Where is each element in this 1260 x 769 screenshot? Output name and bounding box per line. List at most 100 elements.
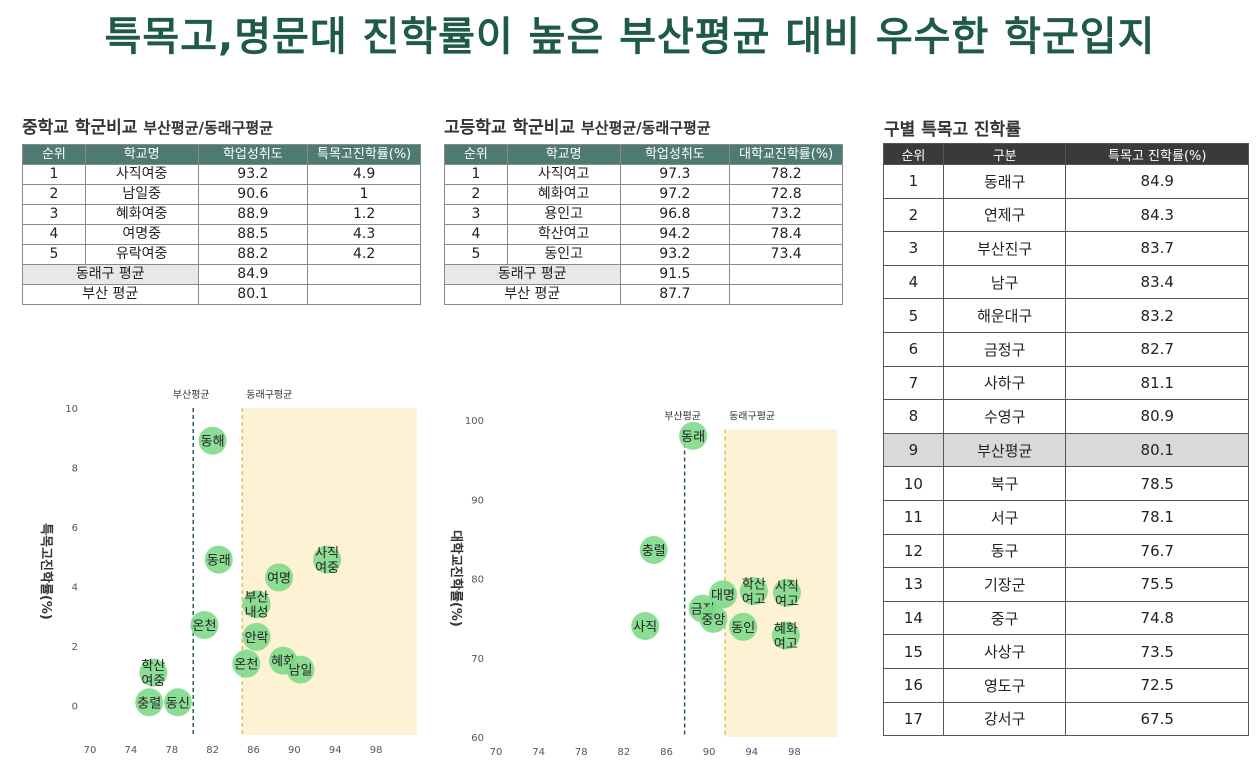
table-cell: 1 xyxy=(883,164,944,199)
table-cell: 3 xyxy=(444,204,508,225)
data-point-label: 대명 xyxy=(711,588,735,603)
table-cell: 동인고 xyxy=(506,244,621,265)
y-tick-label: 10 xyxy=(65,404,78,415)
data-point-label: 학산 xyxy=(141,659,165,674)
x-tick-label: 82 xyxy=(206,745,219,756)
table-cell: 용인고 xyxy=(506,204,621,225)
average-score: 80.1 xyxy=(197,284,309,305)
table-cell: 2 xyxy=(22,184,86,205)
data-point: 동인 xyxy=(729,612,758,641)
x-tick-label: 78 xyxy=(165,745,178,756)
table-cell: 사직여고 xyxy=(506,164,621,185)
data-point: 동래 xyxy=(679,421,708,450)
column-header: 학업성취도 xyxy=(197,144,309,165)
table-row: 3 부산진구 83.7 xyxy=(883,231,1249,266)
y-tick-label: 0 xyxy=(72,701,78,712)
data-point-marker xyxy=(198,426,227,455)
data-point: 사직여중 xyxy=(313,545,342,576)
table-cell: 76.7 xyxy=(1065,533,1249,569)
data-point-marker xyxy=(679,421,708,450)
table-cell: 7 xyxy=(883,365,944,401)
high-school-heading: 고등학교 학군비교 부산평균/동래구평균 xyxy=(444,113,711,138)
table-cell: 동래구 xyxy=(942,164,1067,199)
average-score: 91.5 xyxy=(619,264,731,285)
data-point: 충렬 xyxy=(639,535,668,564)
data-point-label: 충렬 xyxy=(137,696,161,711)
data-point-label: 사직 xyxy=(775,579,799,594)
average-row: 부산 평균 80.1 xyxy=(22,284,421,305)
reference-line-label: 동래구평균 xyxy=(246,389,292,401)
data-point-label: 동신 xyxy=(166,696,190,711)
data-point-label: 동해 xyxy=(201,435,225,450)
table-cell: 중구 xyxy=(942,600,1067,636)
district-heading: 구별 특목고 진학률 xyxy=(884,120,1021,140)
table-cell: 부산평균 xyxy=(942,432,1067,468)
empty-cell xyxy=(729,284,843,305)
data-point-marker xyxy=(639,535,668,564)
table-cell: 1 xyxy=(444,164,508,185)
table-cell: 80.9 xyxy=(1065,399,1249,434)
table-cell: 88.2 xyxy=(197,244,309,265)
table-cell: 15 xyxy=(883,634,944,669)
table-cell: 84.9 xyxy=(1065,164,1249,199)
x-tick-label: 94 xyxy=(329,745,342,756)
data-point-label: 여중 xyxy=(141,674,165,689)
table-cell: 9 xyxy=(883,432,944,468)
data-point-label: 동래 xyxy=(681,430,705,445)
data-point-label: 사직 xyxy=(633,620,657,635)
column-header: 특목고 진학률(%) xyxy=(1065,143,1249,165)
table-cell: 사직여중 xyxy=(84,164,199,185)
table-cell: 4.2 xyxy=(307,244,421,265)
data-point-label: 여고 xyxy=(742,593,766,608)
x-tick-label: 82 xyxy=(618,747,631,758)
table-row: 5 유락여중 88.2 4.2 xyxy=(22,244,421,265)
empty-cell xyxy=(307,284,421,305)
x-tick-label: 70 xyxy=(490,747,503,758)
data-point: 온천 xyxy=(232,649,261,678)
empty-cell xyxy=(307,264,421,285)
y-tick-label: 60 xyxy=(471,733,484,744)
average-label: 동래구 평균 xyxy=(444,264,621,285)
table-cell: 북구 xyxy=(942,466,1067,501)
data-point-label: 부산 xyxy=(245,591,269,606)
table-row: 6 금정구 82.7 xyxy=(883,331,1249,367)
table-row: 5 해운대구 83.2 xyxy=(883,298,1249,333)
data-point-marker xyxy=(242,622,271,651)
y-axis-label: 특목고진학률(%) xyxy=(38,523,54,620)
data-point-marker xyxy=(729,612,758,641)
table-cell: 연제구 xyxy=(942,197,1067,233)
data-point-label: 안락 xyxy=(245,631,269,646)
data-point: 혜화여고 xyxy=(771,621,800,652)
x-tick-label: 98 xyxy=(370,745,383,756)
data-point-label: 내성 xyxy=(245,606,269,621)
district-table: 순위 구분 특목고 진학률(%) 1 동래구 84.9 2 연제구 84.3 3 부산진구 83… xyxy=(883,143,1249,737)
data-point: 온천 xyxy=(190,611,219,640)
table-cell: 16 xyxy=(883,667,944,703)
empty-cell xyxy=(729,264,843,285)
table-cell: 부산진구 xyxy=(942,231,1067,266)
data-point: 학산여고 xyxy=(739,577,768,608)
table-cell: 2 xyxy=(444,184,508,205)
table-row: 4 여명중 88.5 4.3 xyxy=(22,224,421,245)
table-cell: 8 xyxy=(883,399,944,434)
high-school-scatter-chart: 70 74 78 82 86 90 94 98 60 70 80 90 100 대학교진학률(%) 부산평균… xyxy=(448,411,837,758)
data-point-marker xyxy=(771,621,800,650)
average-label: 부산 평균 xyxy=(444,284,621,305)
data-point-label: 충렬 xyxy=(642,544,666,559)
data-point-label: 혜화 xyxy=(774,622,798,637)
table-cell: 73.4 xyxy=(729,244,843,265)
y-tick-label: 100 xyxy=(465,416,484,427)
data-point-label: 여명 xyxy=(267,571,291,586)
data-point-label: 여고 xyxy=(774,637,798,652)
table-row: 2 남일중 90.6 1 xyxy=(22,184,421,205)
table-cell: 2 xyxy=(883,197,944,233)
table-cell: 5 xyxy=(444,244,508,265)
data-point-marker xyxy=(163,688,192,717)
table-row: 3 용인고 96.8 73.2 xyxy=(444,204,843,225)
data-point-marker xyxy=(631,612,660,641)
data-point-label: 남일 xyxy=(289,664,313,679)
table-row: 1 사직여중 93.2 4.9 xyxy=(22,164,421,185)
table-cell: 72.5 xyxy=(1065,667,1249,703)
data-point: 안락 xyxy=(242,622,271,651)
